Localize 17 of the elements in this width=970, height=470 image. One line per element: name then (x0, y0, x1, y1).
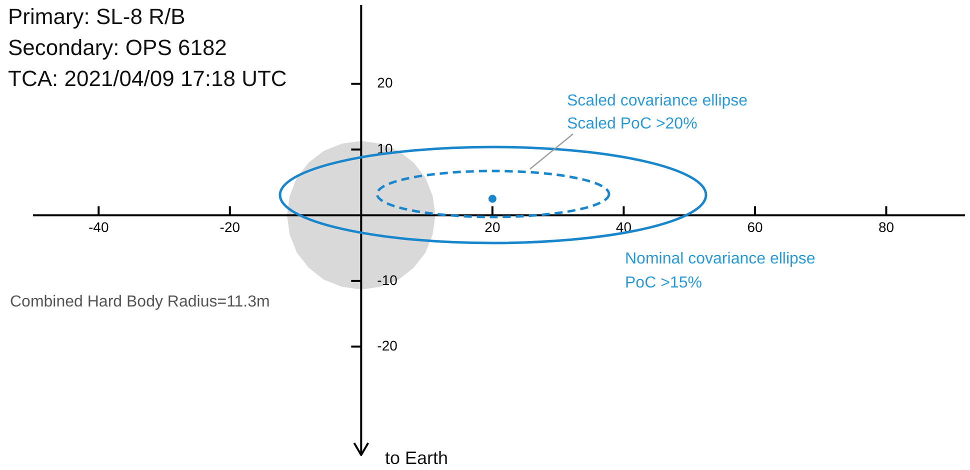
annotation: Secondary: OPS 6182 (8, 35, 227, 60)
annotation: Scaled covariance ellipse (567, 92, 748, 110)
annotation: Combined Hard Body Radius=11.3m (10, 293, 270, 310)
annotation: Scaled PoC >20% (567, 115, 698, 132)
annotation: Nominal covariance ellipse (625, 250, 816, 268)
x-tick-label: -20 (220, 219, 240, 236)
annotation: to Earth (385, 448, 448, 468)
y-tick-label: -10 (377, 272, 398, 288)
annotation: Primary: SL-8 R/B (8, 4, 186, 30)
annotation: TCA: 2021/04/09 17:18 UTC (8, 66, 287, 92)
x-tick-label: -40 (88, 219, 109, 236)
annotation: PoC >15% (625, 274, 702, 292)
y-tick-label: -20 (377, 337, 398, 354)
x-tick-label: 80 (878, 219, 894, 236)
x-tick-label: 20 (484, 219, 500, 236)
y-tick-label: 20 (377, 74, 393, 91)
x-tick-label: 60 (747, 219, 763, 236)
